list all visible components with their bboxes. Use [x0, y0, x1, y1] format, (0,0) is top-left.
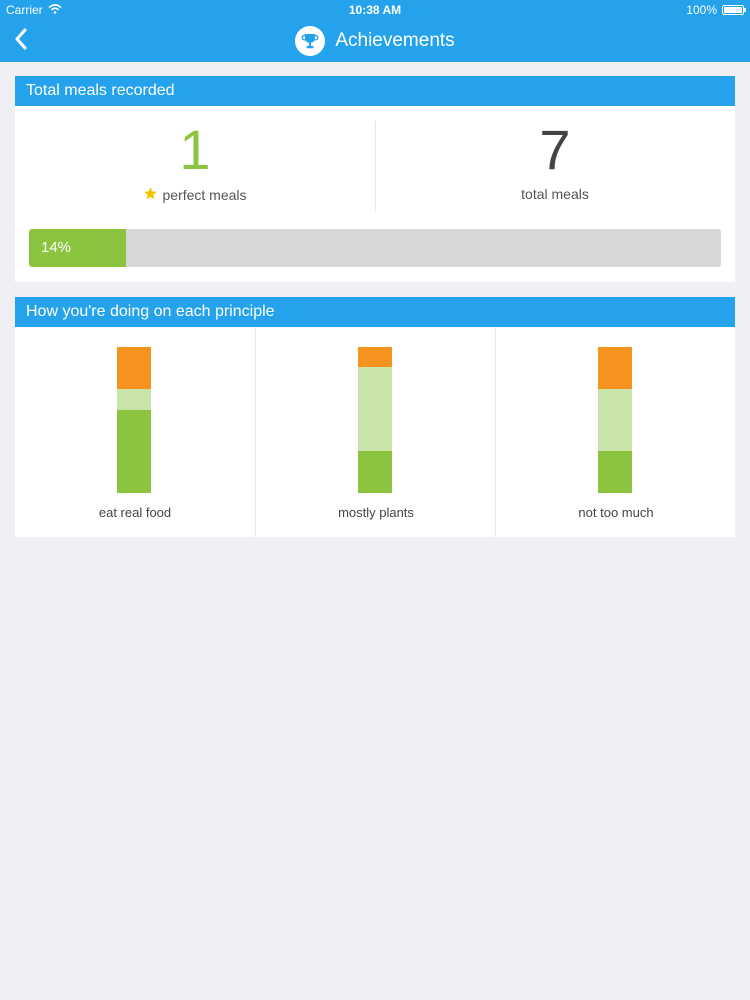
principle-label: not too much	[578, 505, 654, 520]
nav-title-group: Achievements	[0, 20, 750, 62]
carrier-label: Carrier	[6, 3, 43, 17]
star-icon	[143, 186, 158, 204]
bar-segment-orange	[598, 347, 632, 390]
bar-segment-light-green	[117, 389, 151, 410]
principle-label: mostly plants	[338, 505, 414, 520]
bar-segment-green	[117, 409, 151, 493]
principle-label: eat real food	[98, 505, 172, 520]
principle-mostly-plants: mostly plants	[255, 327, 496, 537]
principle-eat-real-food: eat real food	[15, 327, 255, 537]
perfect-meals-count: 1	[179, 118, 211, 181]
bar-segment-green	[358, 450, 392, 493]
meals-card: Total meals recorded 1 perfect meals 7 t…	[15, 76, 735, 282]
bar-segment-orange	[117, 347, 151, 390]
perfect-meals-progress-bar: 14%	[29, 229, 721, 267]
total-meals-count: 7	[539, 118, 571, 181]
total-meals-caption: total meals	[375, 186, 735, 202]
total-meals-stat: 7 total meals	[375, 106, 735, 216]
back-button[interactable]	[6, 24, 36, 58]
status-bar: Carrier 10:38 AM 100%	[0, 0, 750, 20]
meals-card-header: Total meals recorded	[15, 76, 735, 106]
principle-bar	[358, 347, 392, 493]
bar-segment-light-green	[598, 389, 632, 451]
top-bar: Carrier 10:38 AM 100%	[0, 0, 750, 62]
principles-card: How you're doing on each principle eat r…	[15, 297, 735, 537]
wifi-icon	[48, 0, 62, 20]
principles-card-header: How you're doing on each principle	[15, 297, 735, 327]
progress-fill	[29, 229, 126, 267]
page-title: Achievements	[335, 30, 455, 51]
clock: 10:38 AM	[348, 3, 402, 17]
progress-percent-label: 14%	[41, 239, 72, 256]
perfect-meals-caption: perfect meals	[15, 186, 375, 204]
bar-segment-orange	[358, 347, 392, 368]
perfect-meals-label: perfect meals	[162, 187, 247, 203]
perfect-meals-stat: 1 perfect meals	[15, 106, 375, 216]
battery-icon	[722, 5, 746, 15]
nav-bar: Achievements	[0, 20, 750, 62]
trophy-icon	[295, 26, 326, 56]
total-meals-label: total meals	[521, 186, 589, 202]
principle-bar	[598, 347, 632, 493]
chevron-left-icon	[14, 28, 28, 55]
stat-divider	[375, 121, 376, 211]
battery-label: 100%	[686, 3, 717, 17]
bar-segment-green	[598, 450, 632, 493]
battery-indicator: 100%	[686, 0, 746, 20]
principle-not-too-much: not too much	[495, 327, 736, 537]
principle-bar	[117, 347, 151, 493]
carrier-indicator: Carrier	[6, 0, 62, 20]
bar-segment-light-green	[358, 367, 392, 451]
